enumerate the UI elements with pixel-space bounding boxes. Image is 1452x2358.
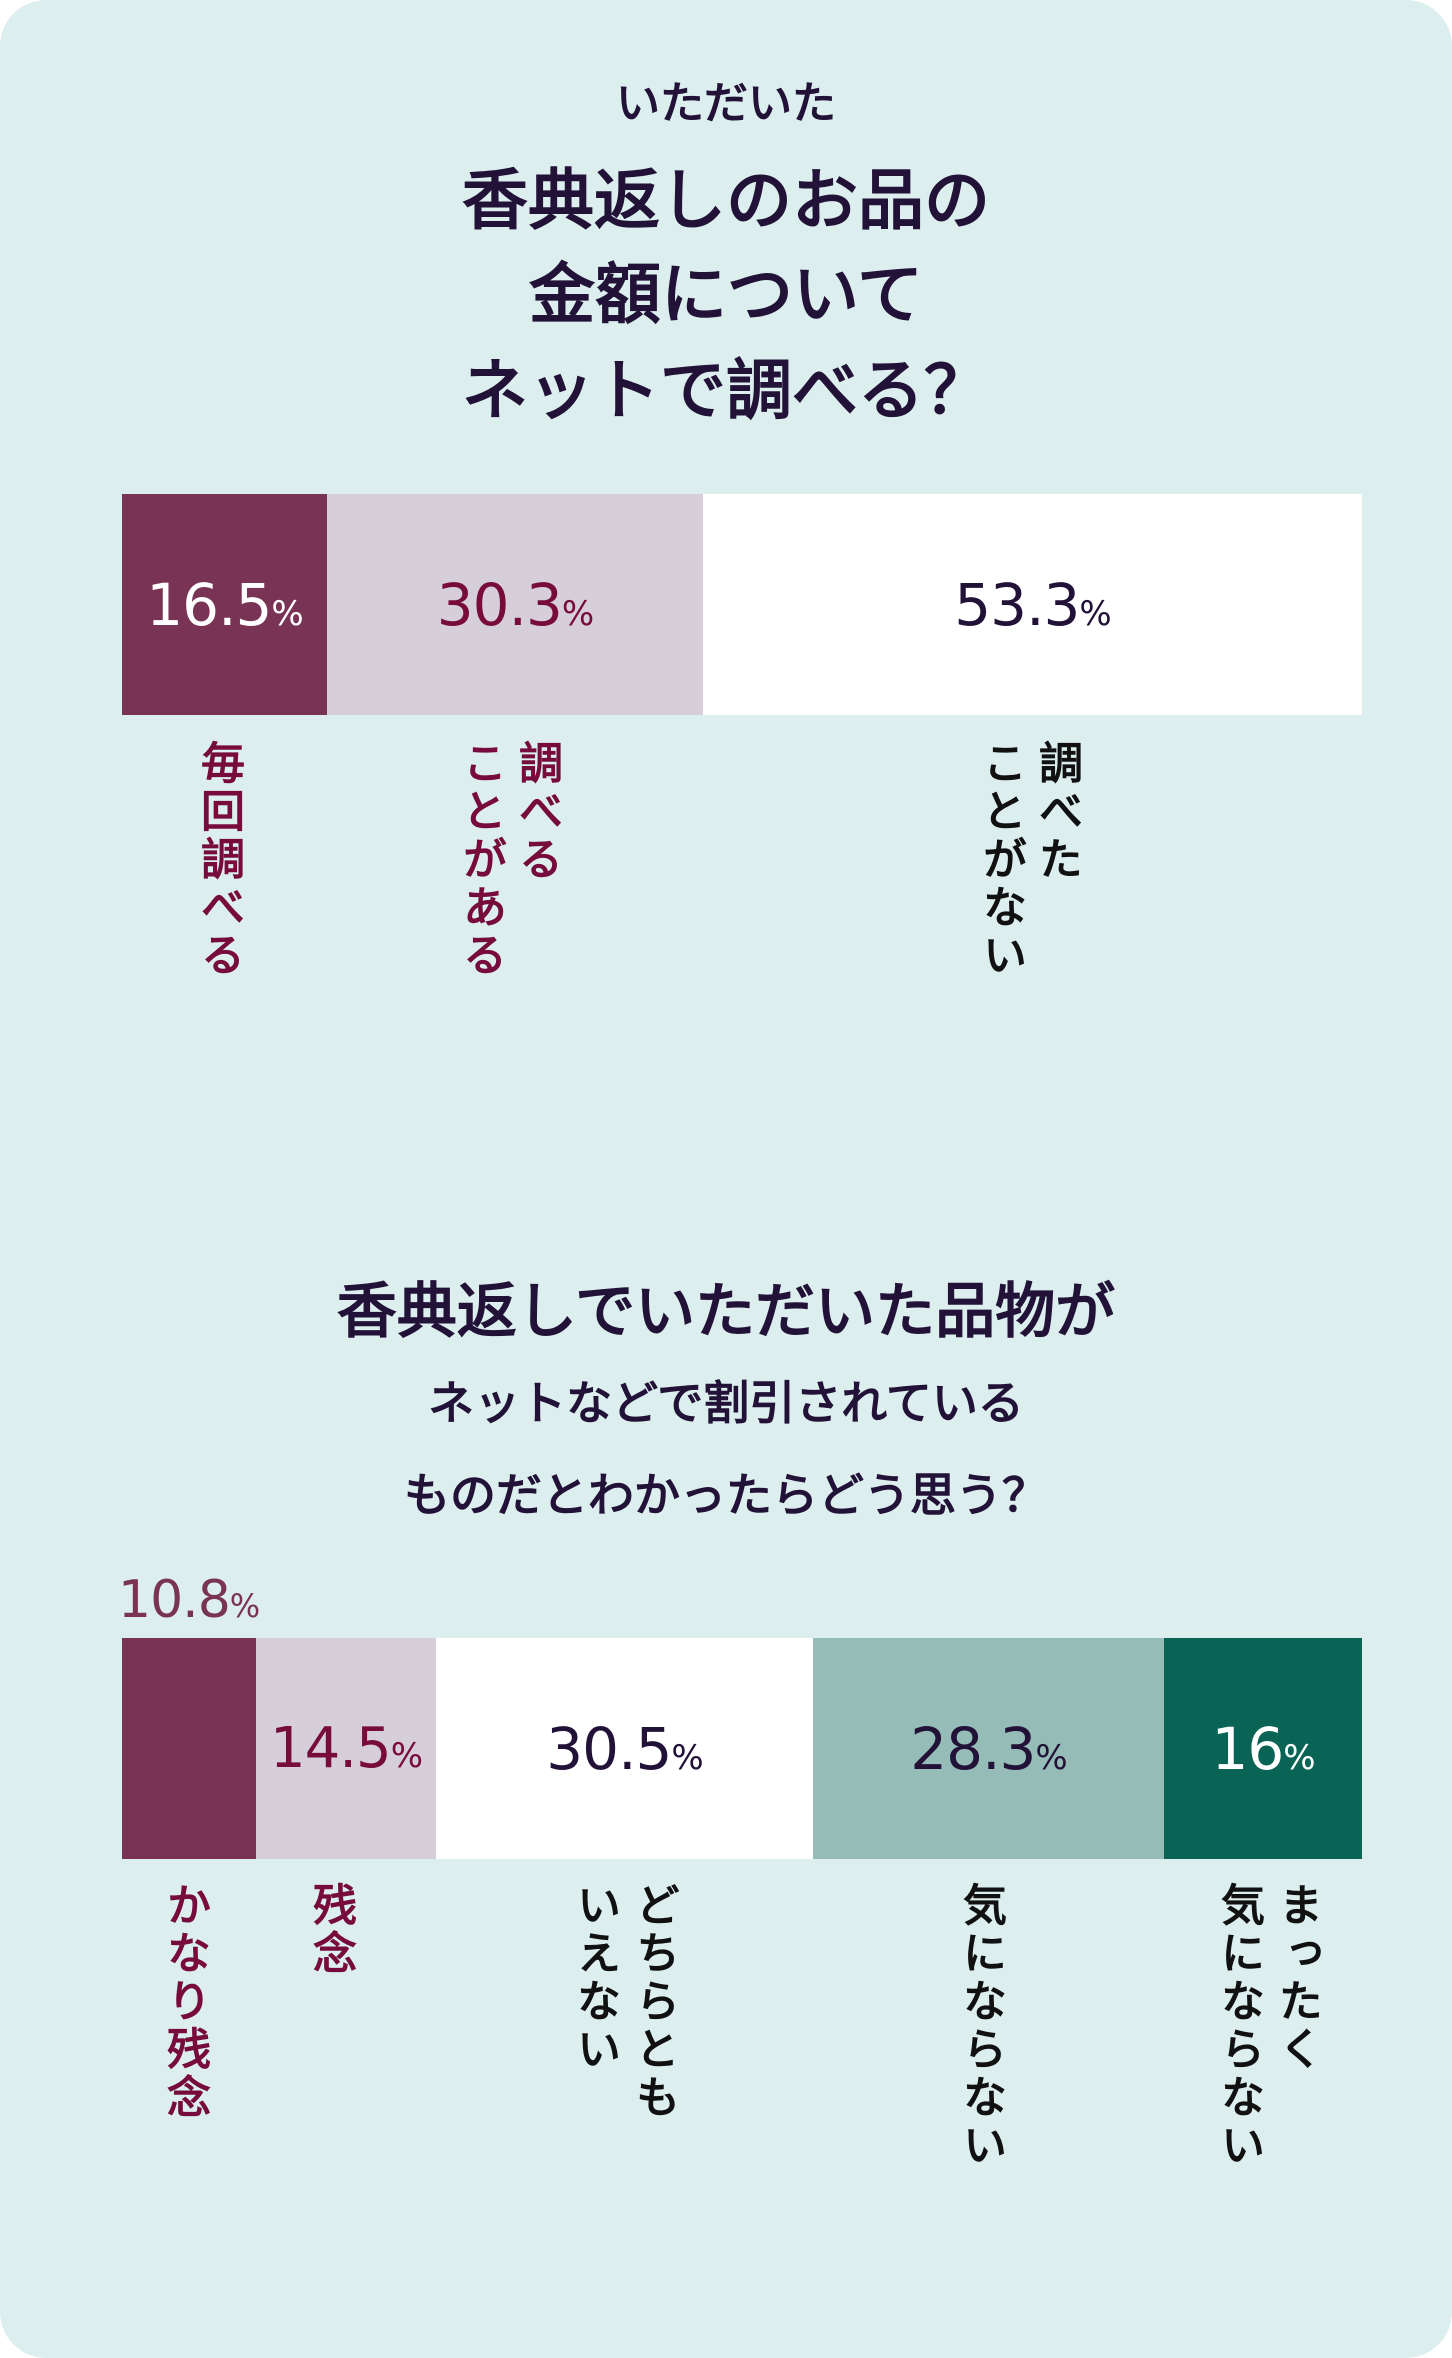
chart1-label-3-line-1: 調べた xyxy=(1031,740,1082,884)
chart1-stacked-bar: 16.5% 30.3% 53.3% xyxy=(122,494,1362,715)
chart2-title-line-3: ものだとわかったらどう思う？ xyxy=(404,1468,1048,1522)
chart2-label-3-line-2: いえない xyxy=(569,1882,620,2074)
chart2-title-line-1: 香典返しでいただいた品物が xyxy=(336,1277,1116,1347)
chart1-value-1: 16.5% xyxy=(146,570,303,639)
chart1-title-line-2: 香典返しのお品の xyxy=(462,162,990,239)
chart1-value-2: 30.3% xyxy=(436,570,594,639)
chart2-value-3: 30.5% xyxy=(546,1714,703,1783)
chart2-label-3-line-1: どちらとも xyxy=(628,1882,679,2122)
chart1-segment-never: 53.3% xyxy=(703,494,1362,715)
chart2-label-5-line-2: 気にならない xyxy=(1213,1882,1264,2170)
chart2-label-5-line-1: まったく xyxy=(1271,1882,1322,2074)
chart1-label-2-line-1: 調べる xyxy=(511,740,562,884)
chart2-segment-very-disappointed xyxy=(122,1638,256,1859)
chart2-label-2: 残念 xyxy=(305,1882,356,1978)
chart2-value-4: 28.3% xyxy=(910,1714,1067,1783)
chart2-segment-dont-mind-at-all: 16% xyxy=(1164,1638,1362,1859)
chart1-segment-sometimes: 30.3% xyxy=(327,494,703,715)
chart1-label-1: 毎回調べる xyxy=(193,740,244,980)
chart2-stacked-bar: 14.5% 30.5% 28.3% 16% xyxy=(122,1638,1362,1859)
chart2-label-1: かなり残念 xyxy=(159,1882,210,2122)
chart1-label-3-line-2: ことがない xyxy=(975,740,1026,980)
chart2-title-line-2: ネットなどで割引されている xyxy=(428,1376,1024,1430)
chart2-segment-neutral: 30.5% xyxy=(436,1638,813,1859)
chart2-label-4: 気にならない xyxy=(955,1882,1006,2170)
chart1-segment-every-time: 16.5% xyxy=(122,494,327,715)
chart2-segment-dont-mind: 28.3% xyxy=(813,1638,1164,1859)
chart2-value-1: 10.8% xyxy=(118,1570,260,1630)
chart2-value-5: 16% xyxy=(1211,1714,1315,1783)
chart2-value-2: 14.5% xyxy=(270,1715,423,1781)
chart1-title-line-3: 金額について xyxy=(528,256,924,333)
chart1-value-3: 53.3% xyxy=(954,570,1111,639)
chart1-title-line-4: ネットで調べる？ xyxy=(462,352,990,429)
chart1-title-line-1: いただいた xyxy=(616,78,836,129)
chart2-segment-disappointed: 14.5% xyxy=(256,1638,436,1859)
chart1-label-2-line-2: ことがある xyxy=(455,740,506,980)
